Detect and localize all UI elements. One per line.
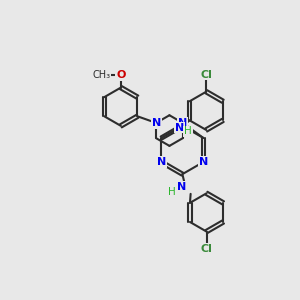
Text: N: N (199, 157, 208, 167)
Text: N: N (152, 118, 161, 128)
Text: N: N (177, 182, 186, 191)
Text: N: N (178, 118, 187, 128)
Text: Cl: Cl (200, 70, 212, 80)
Text: Cl: Cl (201, 244, 212, 254)
Text: H: H (168, 188, 176, 197)
Text: CH₃: CH₃ (92, 70, 110, 80)
Text: N: N (175, 123, 184, 133)
Text: O: O (116, 70, 125, 80)
Text: N: N (157, 157, 166, 167)
Text: N: N (178, 121, 187, 131)
Text: H: H (184, 126, 192, 136)
